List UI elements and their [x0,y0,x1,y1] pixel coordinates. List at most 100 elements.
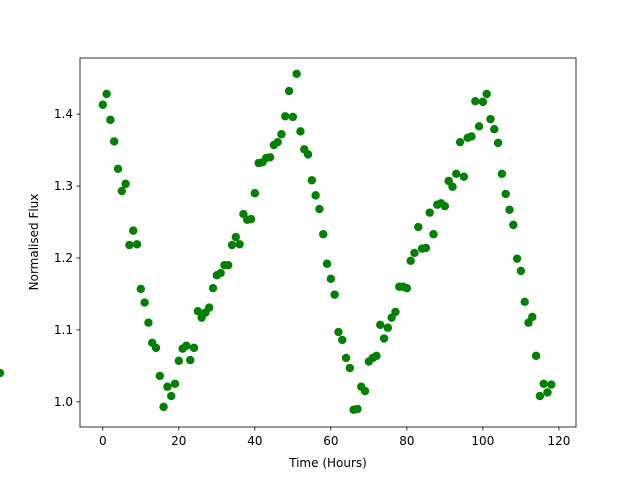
point [505,205,514,214]
point [281,112,290,121]
point [322,259,332,268]
point [471,96,480,106]
point [338,335,347,345]
point [186,355,195,365]
point [174,356,184,366]
point [315,204,324,214]
point [459,172,469,181]
point [497,169,507,179]
point [296,127,305,136]
point [303,150,313,159]
point [539,379,548,389]
point [189,343,199,353]
point [246,214,256,224]
point [208,283,218,293]
point [493,138,503,148]
point [224,260,233,270]
point [193,306,203,316]
point [250,189,260,198]
y-tick-label: 1.0 [54,395,73,409]
point [410,248,419,258]
point [167,391,176,401]
point [429,230,438,239]
point [163,382,172,391]
point [501,189,510,199]
point [231,232,241,242]
point [117,186,127,196]
point [379,334,389,343]
point [307,176,317,185]
point [512,254,522,263]
point [330,290,339,299]
point [182,341,191,350]
point [440,201,450,211]
point [334,327,343,337]
point [151,343,161,353]
x-tick-label: 40 [247,434,262,448]
point [490,125,499,134]
point [543,388,552,397]
x-tick-label: 20 [171,434,186,448]
point [528,312,537,322]
point [227,240,237,250]
point [205,303,214,312]
point [121,179,130,189]
point [136,284,146,294]
point [535,391,545,401]
point [155,371,165,381]
y-tick-label: 1.3 [54,179,73,193]
point [235,240,244,249]
point [391,307,400,317]
point [0,368,5,378]
point [474,122,484,131]
point [102,89,111,99]
point [452,169,461,179]
point [284,86,294,96]
point [516,266,526,276]
point [311,191,320,200]
point [425,208,434,217]
point [402,283,412,293]
point [113,164,123,173]
point [376,320,385,330]
point [288,112,298,122]
x-tick-label: 0 [99,434,107,448]
point [531,351,541,360]
point [326,274,336,284]
point [467,132,476,141]
x-tick-label: 100 [471,434,494,448]
point [144,318,153,327]
point [414,222,423,232]
point [360,386,370,396]
point [159,402,168,412]
y-tick-label: 1.2 [54,251,73,265]
point [292,69,301,79]
point [125,240,134,250]
point [509,220,518,230]
plot-frame [79,57,577,428]
x-tick-label: 120 [547,434,570,448]
point [277,130,286,139]
point [478,97,488,107]
point [106,115,115,125]
point [273,137,282,147]
point [110,137,119,146]
point [129,226,138,235]
x-tick-label: 80 [399,434,414,448]
y-tick-label: 1.4 [54,107,73,121]
x-tick-label: 60 [323,434,338,448]
point [372,351,381,360]
point [406,256,415,266]
point [132,240,142,249]
point [520,297,529,307]
point [448,182,457,191]
point [383,323,393,332]
point [341,353,351,363]
point [486,114,495,124]
point [216,268,225,278]
point [455,137,465,147]
point [353,404,362,414]
x-axis-label: Time (Hours) [288,456,367,470]
y-axis-label: Normalised Flux [27,194,41,291]
point [421,243,431,253]
